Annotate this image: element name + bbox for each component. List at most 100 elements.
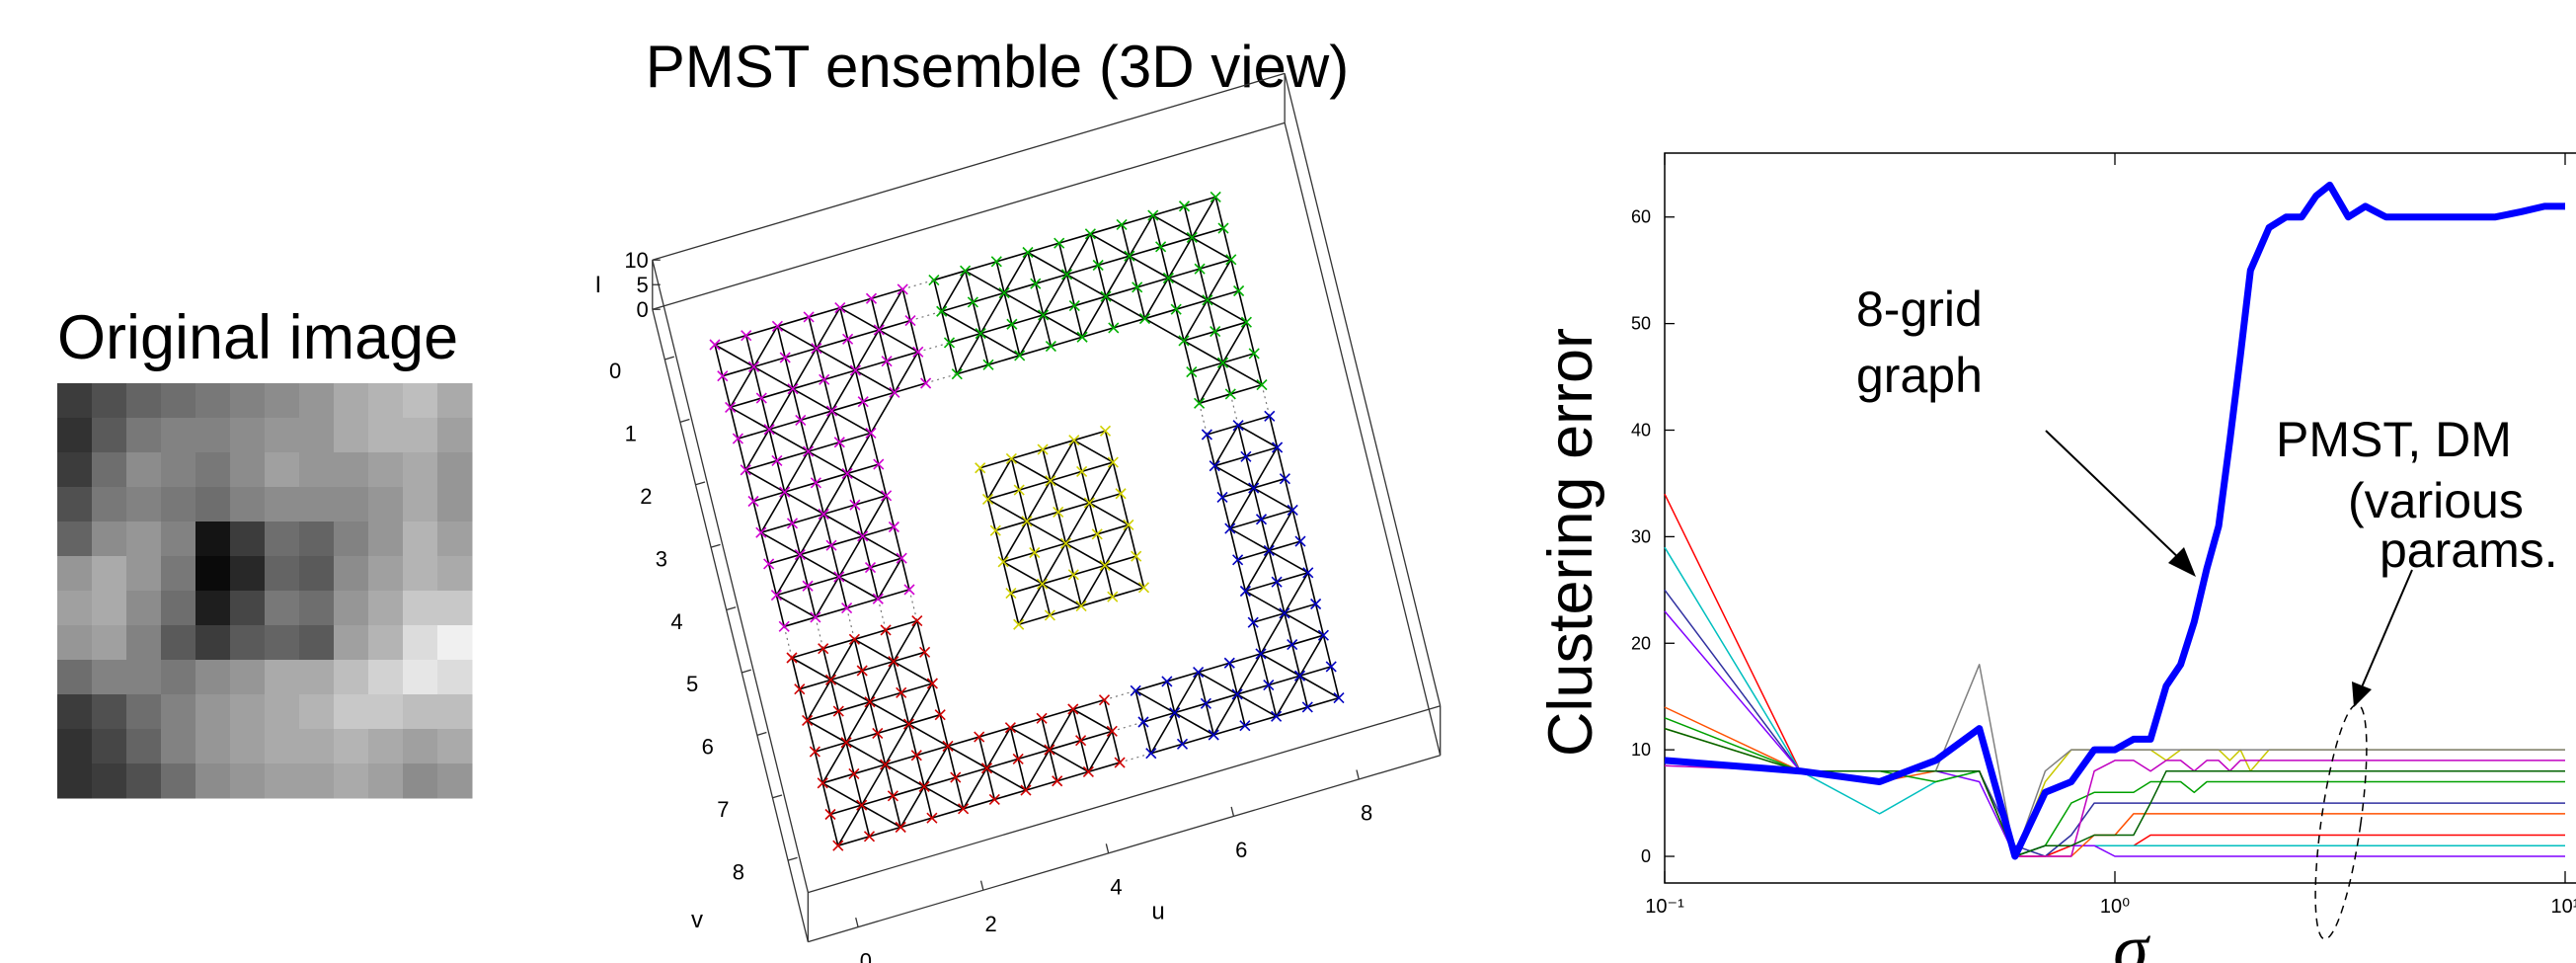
pixel [195,418,231,453]
mesh-node [780,487,790,497]
pixel [334,452,369,488]
v-tick-label: 2 [640,484,652,509]
mesh-edge [980,334,1019,356]
mesh-edge [808,720,847,742]
mesh-edge [839,577,879,599]
pixel [334,660,369,695]
v-tick-label: 1 [625,422,637,446]
pixel [57,729,93,764]
mesh-edge [948,746,987,767]
pixel [334,729,369,764]
mesh-edge [840,308,880,330]
pixel [368,763,404,799]
pixel [92,694,127,730]
mesh-node [812,344,821,354]
mesh-edge [1130,256,1169,278]
v-tick-label: 3 [656,546,667,571]
mesh-node [951,772,961,782]
mesh-node [920,647,930,657]
mesh-node [850,500,860,510]
mesh-node [1124,520,1133,529]
mesh-edge [966,271,1005,292]
mesh-node [1201,698,1210,708]
mesh-node [935,710,945,720]
mesh-node [811,612,820,622]
mesh-edge [1105,566,1144,588]
mesh-node [1241,317,1251,327]
mesh-node [1302,702,1312,712]
mesh-node [1179,336,1189,346]
image-title: Original image [57,303,458,372]
pixel [265,487,300,522]
pmst-title: PMST ensemble (3D view) [646,34,1349,100]
mesh-edge [1230,528,1270,550]
pixel [230,694,266,730]
mesh-node [1077,332,1087,342]
mesh-node [803,715,813,725]
mesh-edge [1245,592,1285,613]
pixel [403,487,438,522]
box-edge [808,756,1440,942]
pixel [437,729,473,764]
mesh-node [968,297,977,307]
pixel [92,763,127,799]
mesh-node [1225,523,1235,533]
pixel [437,556,473,592]
mesh-node [858,531,868,541]
mesh-edge [1214,466,1254,488]
pixel [265,694,300,730]
mesh-node [1045,745,1054,755]
pixel [299,729,335,764]
mesh-node [983,360,993,369]
v-axis-label: v [691,907,703,933]
mesh-edge [777,326,817,348]
mesh-node [1249,483,1259,493]
pixel [299,556,335,592]
pixel [334,591,369,626]
mesh-node [921,378,931,388]
pixel [368,556,404,592]
mesh-node [929,276,939,285]
mesh-node [1014,485,1024,495]
pixel [299,694,335,730]
mesh-edge [924,786,964,808]
mesh-edge [870,702,909,724]
mesh-node [937,306,947,316]
u-tick-label: 0 [860,948,872,963]
mesh-node [742,331,751,341]
pixel [161,487,196,522]
pixel [265,625,300,661]
mesh-edge [1051,481,1090,503]
mesh-edge [1044,315,1083,337]
mesh-node [1131,685,1140,695]
x-axis-label: σ [2113,910,2150,963]
mesh-edge [1199,673,1238,694]
pixel [403,522,438,557]
mesh-node [1132,551,1141,561]
mesh-edge [1145,319,1185,341]
pixel [161,729,196,764]
mesh-node [826,675,836,684]
pixel [161,763,196,799]
mesh-node [1288,640,1297,650]
mesh-edge [1184,341,1223,362]
mesh-node [1272,577,1282,587]
mesh-node [1187,232,1197,242]
pixel [161,452,196,488]
pixel [403,591,438,626]
mesh-node [803,581,813,591]
mesh-node [1240,721,1250,731]
pixel [265,591,300,626]
mesh-node [756,527,766,537]
mesh-node [1210,461,1219,471]
mesh-edge [769,430,809,451]
pixel [437,487,473,522]
mesh-edge [1192,237,1231,259]
x-tick-label: 10⁻¹ [1645,896,1684,918]
mesh-node [818,778,827,788]
mesh-node [1295,536,1305,546]
mesh-node [771,591,781,601]
mesh-node [756,393,766,403]
series-line [1665,590,2565,856]
mesh-node [1101,291,1111,301]
